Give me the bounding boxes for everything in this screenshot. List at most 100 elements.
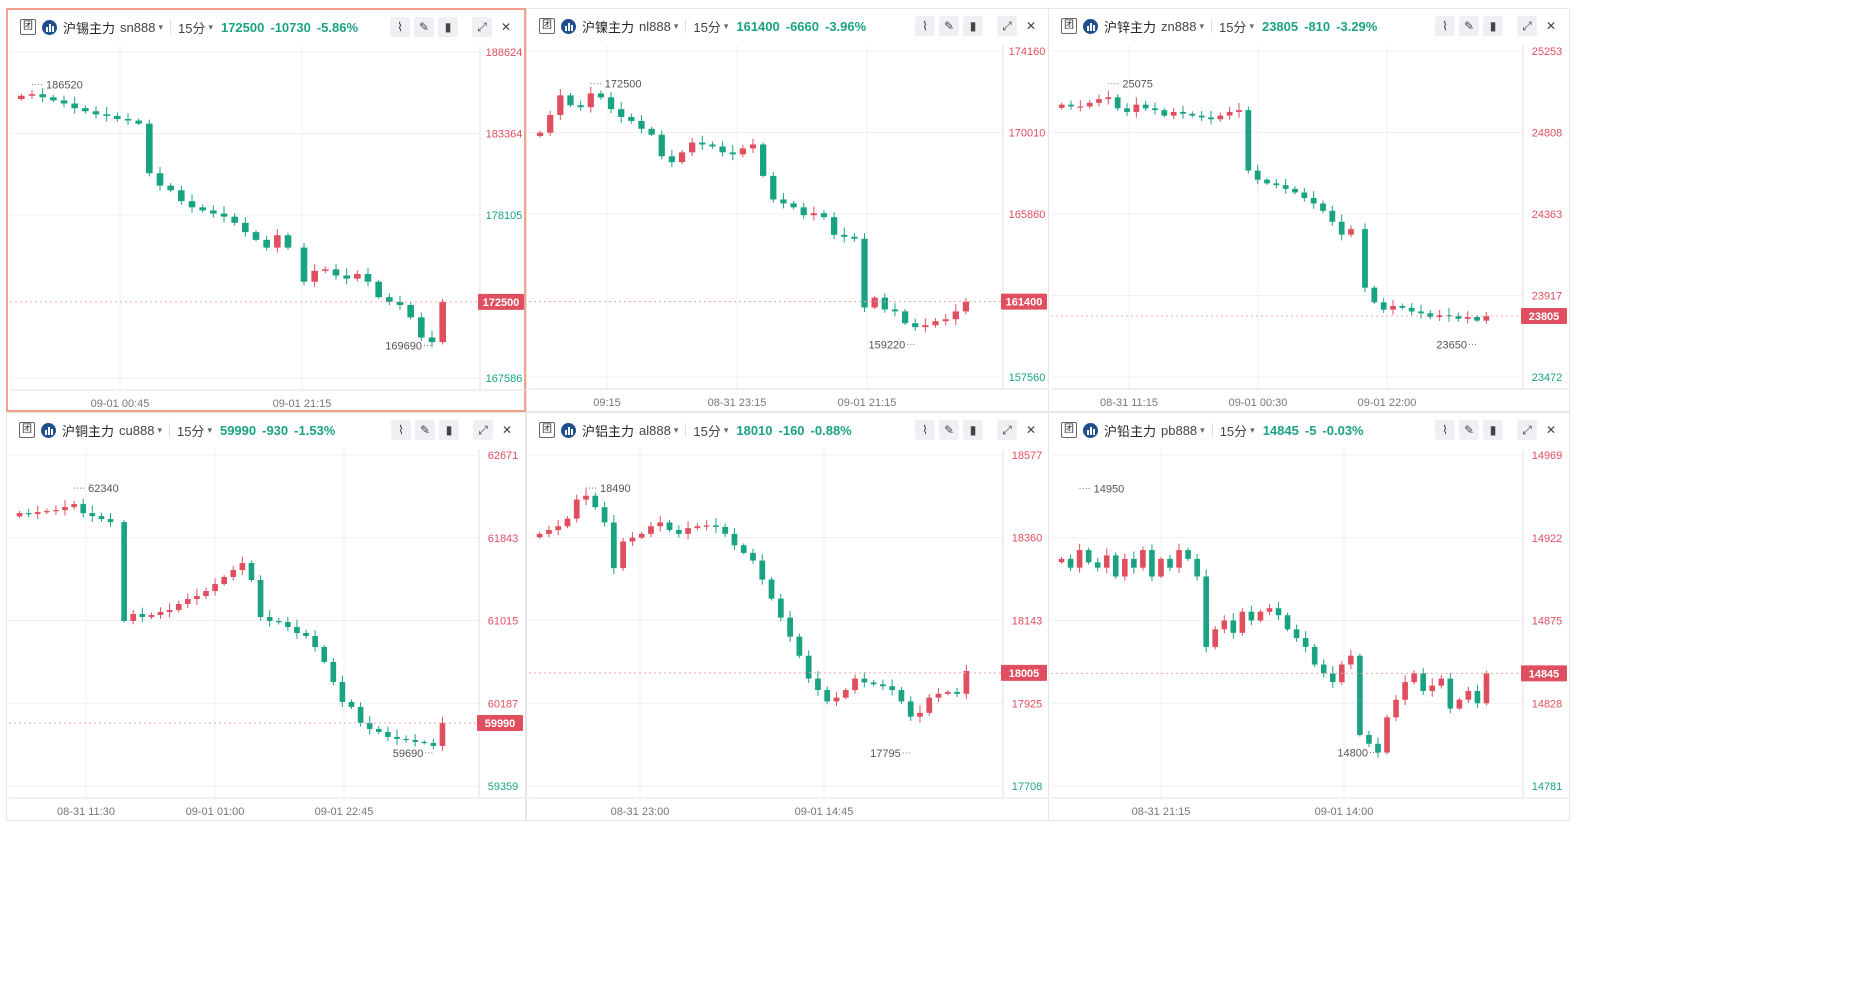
instrument-code[interactable]: sn888 — [120, 19, 156, 35]
chevron-down-icon[interactable]: ▾ — [1249, 20, 1254, 31]
candle-body — [386, 297, 393, 302]
expand-icon[interactable]: ⤢ — [1517, 420, 1537, 440]
close-icon[interactable]: ✕ — [1025, 19, 1037, 33]
panel-tools: ⌇ ✎ ▮ ⤢ ✕ — [1431, 16, 1561, 36]
price-change: -160 — [778, 422, 805, 438]
chevron-down-icon[interactable]: ▾ — [158, 21, 163, 32]
close-icon[interactable]: ✕ — [1545, 423, 1557, 437]
expand-icon[interactable]: ⤢ — [473, 420, 493, 440]
indicator-icon[interactable]: ⌇ — [1435, 420, 1455, 440]
chart-type-icon[interactable] — [1083, 422, 1098, 438]
candle-body — [184, 599, 191, 605]
indicator-icon[interactable]: ⌇ — [915, 16, 935, 36]
indicator-icon[interactable]: ⌇ — [1435, 16, 1455, 36]
chart-type-icon[interactable] — [41, 422, 56, 438]
period-selector[interactable]: 15分 — [1218, 19, 1247, 35]
chevron-down-icon[interactable]: ▾ — [157, 424, 162, 435]
price-change: -6660 — [785, 18, 819, 34]
close-icon[interactable]: ✕ — [1025, 423, 1037, 437]
candlestick-plot[interactable]: 08-31 21:15 09-01 14:00 14969 14922 14875 148… — [1049, 413, 1571, 822]
chart-panel-nl888[interactable]: 团沪镍主力 nl888 ▾ 15分 ▾ 161400 -6660 -3.96% ⌇ ✎ ▮ ⤢ ✕ 09:… — [526, 8, 1050, 412]
expand-icon[interactable]: ⤢ — [1517, 16, 1537, 36]
period-selector[interactable]: 15分 — [693, 19, 721, 35]
chevron-down-icon[interactable]: ▾ — [1200, 424, 1205, 435]
chart-type-icon[interactable] — [561, 18, 576, 34]
candlestick-plot[interactable]: 08-31 11:15 09-01 00:30 09-01 22:00 25253 24… — [1049, 9, 1571, 413]
instrument-code[interactable]: nl888 — [639, 18, 671, 34]
period-selector[interactable]: 15分 — [177, 20, 206, 36]
indicator-icon[interactable]: ⌇ — [390, 17, 410, 37]
candle-style-icon[interactable]: ▮ — [439, 420, 459, 440]
period-selector[interactable]: 15分 — [693, 423, 721, 439]
chevron-down-icon[interactable]: ▾ — [723, 424, 729, 435]
draw-icon[interactable]: ✎ — [1459, 420, 1479, 440]
candle-style-icon[interactable]: ▮ — [963, 16, 983, 36]
draw-icon[interactable]: ✎ — [939, 420, 959, 440]
chevron-down-icon[interactable]: ▾ — [723, 20, 729, 31]
instrument-name[interactable]: 沪铝主力 — [582, 423, 635, 439]
instrument-name[interactable]: 沪锌主力 — [1104, 19, 1157, 35]
chart-panel-pb888[interactable]: 团沪铅主力 pb888 ▾ 15分 ▾ 14845 -5 -0.03% ⌇ ✎ ▮ ⤢ ✕ 08-31 2… — [1048, 412, 1570, 821]
chart-panel-cu888[interactable]: 团沪铜主力 cu888 ▾ 15分 ▾ 59990 -930 -1.53% ⌇ ✎ ▮ ⤢ ✕ 08-31… — [6, 412, 526, 821]
draw-icon[interactable]: ✎ — [415, 420, 435, 440]
chevron-down-icon[interactable]: ▾ — [1250, 424, 1255, 435]
candle-style-icon[interactable]: ▮ — [963, 420, 983, 440]
instrument-code[interactable]: zn888 — [1161, 18, 1197, 34]
candle-body — [311, 270, 318, 282]
lock-icon[interactable]: 团 — [539, 18, 555, 34]
indicator-icon[interactable]: ⌇ — [915, 420, 935, 440]
candlestick-plot[interactable]: 08-31 11:30 09-01 01:00 09-01 22:45 62671 61… — [7, 413, 527, 822]
period-selector[interactable]: 15分 — [176, 423, 205, 439]
expand-icon[interactable]: ⤢ — [997, 420, 1017, 440]
panel-toolbar: 团沪铝主力 al888 ▾ 15分 ▾ 18010 -160 -0.88% ⌇ ✎ ▮ ⤢ ✕ — [527, 413, 1049, 447]
chart-type-icon[interactable] — [42, 19, 57, 35]
instrument-name[interactable]: 沪锡主力 — [63, 20, 116, 36]
y-tick-label: 59359 — [488, 781, 519, 793]
candle-style-icon[interactable]: ▮ — [1483, 16, 1503, 36]
chart-panel-sn888[interactable]: 团沪锡主力 sn888 ▾ 15分 ▾ 172500 -10730 -5.86% ⌇ ✎ ▮ ⤢ ✕ 09… — [6, 8, 526, 412]
chevron-down-icon[interactable]: ▾ — [208, 21, 213, 32]
chart-panel-zn888[interactable]: 团沪锌主力 zn888 ▾ 15分 ▾ 23805 -810 -3.29% ⌇ ✎ ▮ ⤢ ✕ 08-31… — [1048, 8, 1570, 412]
expand-icon[interactable]: ⤢ — [472, 17, 492, 37]
candle-body — [275, 620, 282, 623]
draw-icon[interactable]: ✎ — [1459, 16, 1479, 36]
candle-style-icon[interactable]: ▮ — [438, 17, 458, 37]
candle-body — [1257, 611, 1264, 621]
lock-icon[interactable]: 团 — [1061, 422, 1077, 438]
candlestick-plot[interactable]: 09-01 00:45 09-01 21:15 188624 183364 178105… — [8, 10, 528, 414]
lock-icon[interactable]: 团 — [19, 422, 35, 438]
draw-icon[interactable]: ✎ — [414, 17, 434, 37]
y-tick-label: 18143 — [1012, 615, 1043, 627]
indicator-icon[interactable]: ⌇ — [391, 420, 411, 440]
instrument-name[interactable]: 沪铅主力 — [1104, 423, 1157, 439]
chart-type-icon[interactable] — [561, 422, 576, 438]
draw-icon[interactable]: ✎ — [939, 16, 959, 36]
candle-body — [901, 311, 909, 324]
candle-body — [1067, 558, 1074, 568]
lock-icon[interactable]: 团 — [539, 422, 555, 438]
candle-style-icon[interactable]: ▮ — [1483, 420, 1503, 440]
close-icon[interactable]: ✕ — [501, 423, 513, 437]
chevron-down-icon[interactable]: ▾ — [673, 20, 679, 31]
instrument-code[interactable]: pb888 — [1161, 422, 1198, 438]
candlestick-plot[interactable]: 08-31 23:00 09-01 14:45 18577 18360 18143 179… — [527, 413, 1051, 822]
candlestick-plot[interactable]: 09:15 08-31 23:15 09-01 21:15 174160 170010 1… — [527, 9, 1051, 413]
lock-icon[interactable]: 团 — [20, 19, 36, 35]
chevron-down-icon[interactable]: ▾ — [673, 424, 679, 435]
chart-panel-al888[interactable]: 团沪铝主力 al888 ▾ 15分 ▾ 18010 -160 -0.88% ⌇ ✎ ▮ ⤢ ✕ 08-31… — [526, 412, 1050, 821]
instrument-name[interactable]: 沪镍主力 — [582, 19, 635, 35]
chevron-down-icon[interactable]: ▾ — [1199, 20, 1204, 31]
candle-body — [167, 185, 174, 191]
instrument-code[interactable]: cu888 — [119, 422, 155, 438]
lock-icon[interactable]: 团 — [1061, 18, 1077, 34]
period-selector[interactable]: 15分 — [1219, 423, 1248, 439]
close-icon[interactable]: ✕ — [500, 20, 512, 34]
chart-type-icon[interactable] — [1083, 18, 1098, 34]
expand-icon[interactable]: ⤢ — [997, 16, 1017, 36]
candle-body — [332, 269, 340, 276]
close-icon[interactable]: ✕ — [1545, 19, 1557, 33]
instrument-code[interactable]: al888 — [639, 422, 671, 438]
candle-body — [1094, 562, 1101, 568]
chevron-down-icon[interactable]: ▾ — [207, 424, 212, 435]
instrument-name[interactable]: 沪铜主力 — [62, 423, 115, 439]
